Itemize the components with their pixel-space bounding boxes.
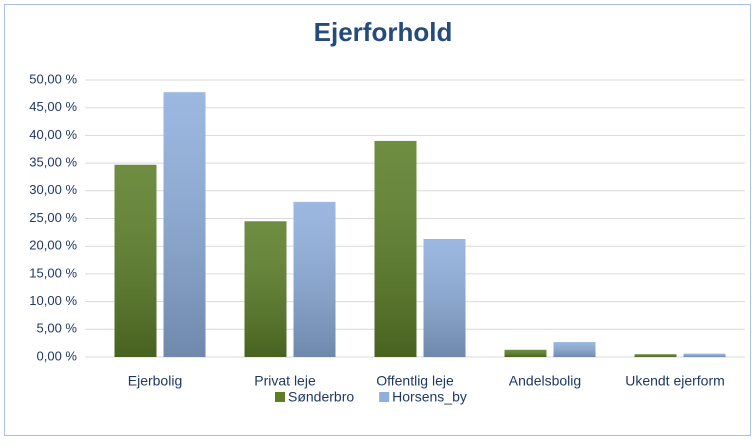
y-tick-label: 50,00 % (29, 71, 77, 86)
legend-label: Sønderbro (288, 389, 354, 405)
x-tick-label: Privat leje (254, 373, 316, 389)
y-tick-label: 20,00 % (29, 238, 77, 253)
bar (163, 92, 206, 358)
legend-label: Horsens_by (392, 389, 467, 405)
bar (423, 238, 466, 357)
y-tick-label: 45,00 % (29, 99, 77, 114)
y-tick-label: 15,00 % (29, 265, 77, 280)
y-tick-label: 0,00 % (37, 348, 78, 363)
y-tick-label: 30,00 % (29, 182, 77, 197)
bar (553, 342, 596, 357)
y-tick-label: 10,00 % (29, 293, 77, 308)
y-tick-label: 35,00 % (29, 155, 77, 170)
bar (634, 354, 677, 357)
y-tick-label: 25,00 % (29, 210, 77, 225)
bar (244, 221, 287, 357)
bar (683, 353, 726, 357)
legend-swatch (379, 392, 390, 402)
bar (114, 164, 157, 357)
legend-swatch (275, 392, 285, 402)
y-tick-label: 40,00 % (29, 127, 77, 142)
bar (504, 349, 547, 357)
bar (293, 201, 336, 357)
x-tick-label: Andelsbolig (509, 373, 581, 389)
x-tick-label: Ukendt ejerform (625, 373, 725, 389)
chart-title: Ejerforhold (314, 17, 453, 47)
bar (374, 140, 417, 357)
y-tick-label: 5,00 % (37, 321, 78, 336)
x-tick-label: Ejerbolig (128, 373, 182, 389)
x-tick-label: Offentlig leje (376, 373, 454, 389)
